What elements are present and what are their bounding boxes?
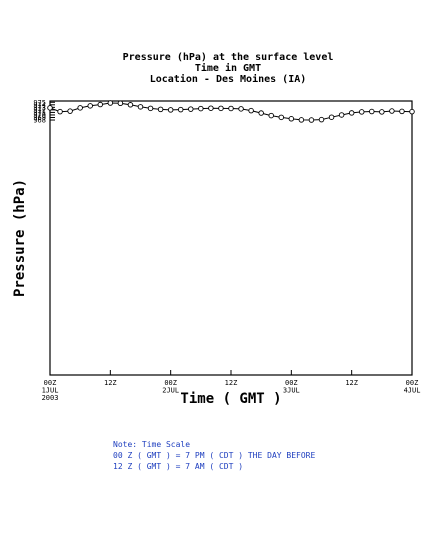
data-point: [328, 114, 335, 120]
data-point: [188, 106, 194, 112]
data-point: [268, 112, 274, 119]
data-point: [409, 108, 415, 115]
chart-title-line-1: Pressure (hPa) at the surface level: [123, 52, 334, 63]
data-point: [87, 103, 93, 109]
data-point: [238, 106, 244, 112]
x-tick-label: 3JUL: [283, 387, 300, 395]
data-point: [348, 110, 355, 116]
note-line-1: Note: Time Scale: [113, 440, 190, 449]
data-point: [318, 116, 325, 123]
y-tick-label: 972: [33, 106, 46, 114]
x-tick-label: 12Z: [225, 379, 238, 387]
data-point: [399, 108, 405, 115]
data-point: [117, 100, 124, 107]
data-point: [308, 117, 315, 123]
chart-title-line-2: Time in GMT: [195, 62, 261, 74]
data-point: [389, 108, 395, 114]
series-layer: [47, 100, 415, 123]
data-point: [107, 100, 114, 106]
data-point: [288, 116, 295, 122]
x-tick-label: 00Z: [164, 379, 177, 387]
data-point: [77, 105, 83, 111]
data-point: [157, 106, 164, 113]
data-point: [338, 112, 345, 118]
data-point: [57, 108, 63, 115]
data-point: [97, 101, 104, 108]
x-tick-label: 00Z: [285, 379, 298, 387]
data-point: [47, 105, 53, 111]
y-tick-label: 970: [33, 111, 46, 119]
x-axis-title: Time ( GMT ): [180, 391, 281, 407]
x-tick-label: 2JUL: [162, 387, 179, 395]
data-point: [198, 105, 204, 112]
y-tick-label: 968: [33, 117, 46, 125]
data-point: [379, 109, 385, 115]
data-point: [127, 102, 134, 108]
x-tick-label: 1JUL: [42, 387, 59, 395]
y-tick-label: 974: [33, 101, 46, 109]
note-line-2: 00 Z ( GMT ) = 7 PM ( CDT ) THE DAY BEFO…: [113, 451, 315, 460]
data-point: [228, 105, 234, 112]
y-tick-label: 975: [33, 99, 46, 107]
data-point: [358, 109, 365, 115]
data-point: [208, 105, 214, 111]
data-point: [258, 110, 264, 116]
data-point: [278, 114, 285, 121]
series-line: [49, 102, 413, 121]
x-tick-label: 12Z: [104, 379, 117, 387]
note-line-3: 12 Z ( GMT ) = 7 AM ( CDT ): [113, 462, 243, 471]
x-tick-label: 00Z: [44, 379, 57, 387]
y-axis-title: Pressure (hPa): [12, 179, 28, 297]
y-tick-label: 973: [33, 104, 46, 112]
data-point: [298, 117, 305, 123]
data-point: [137, 104, 144, 110]
data-point: [177, 106, 184, 113]
x-tick-label: 4JUL: [404, 387, 421, 395]
data-point: [218, 105, 224, 112]
chart-title-line-3: Location - Des Moines (IA): [150, 73, 307, 85]
data-point: [167, 107, 174, 113]
data-point: [369, 108, 375, 115]
plot-frame: [49, 100, 413, 376]
data-point: [67, 108, 73, 114]
x-tick-label: 12Z: [345, 379, 358, 387]
data-point: [248, 107, 254, 114]
x-tick-label: 00Z: [406, 379, 419, 387]
x-tick-label: 2003: [42, 394, 59, 402]
y-tick-label: 971: [33, 109, 46, 117]
data-point: [147, 105, 154, 112]
y-tick-label: 969: [33, 114, 46, 122]
